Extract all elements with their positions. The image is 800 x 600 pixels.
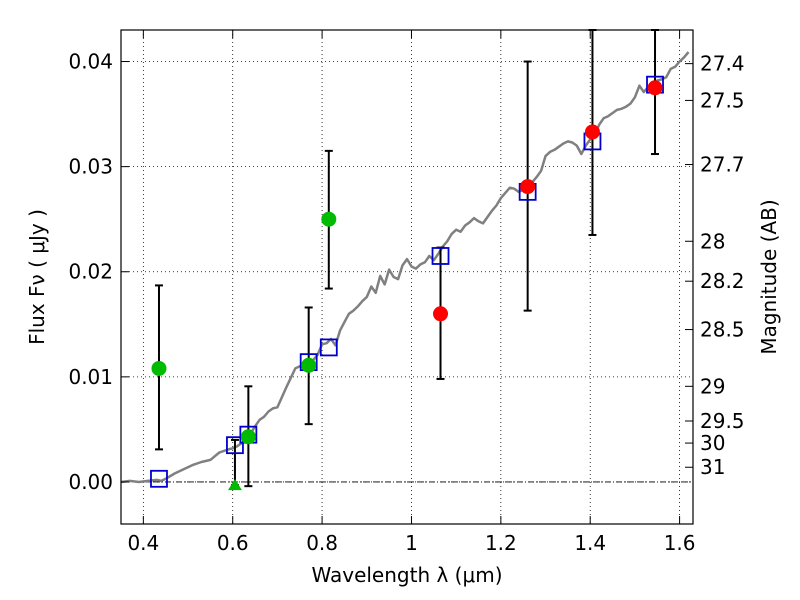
- red-data-point: [584, 124, 600, 140]
- x-tick-label: 1.2: [485, 531, 517, 555]
- x-axis-ticks: 0.4 0.6 0.8 1 1.2 1.4 1.6: [127, 30, 696, 555]
- green-data-point: [240, 429, 256, 445]
- right-tick-label: 28.5: [700, 318, 745, 342]
- y-tick-label: 0.02: [68, 260, 113, 284]
- green-data-point: [321, 211, 337, 227]
- x-tick-label: 0.8: [306, 531, 338, 555]
- y-axis-label: Flux Fν ( μJy ): [25, 209, 49, 345]
- red-data-point: [520, 179, 536, 195]
- right-tick-label: 28.2: [700, 269, 745, 293]
- data-markers: [150, 75, 664, 491]
- right-tick-label: 27.7: [700, 153, 745, 177]
- x-tick-label: 1: [405, 531, 418, 555]
- model-square-point: [150, 469, 168, 488]
- plot-frame: [120, 29, 694, 525]
- x-axis-label: Wavelength λ (μm): [311, 563, 502, 587]
- right-tick-label: 29.5: [700, 409, 745, 433]
- y-tick-label: 0.00: [68, 470, 113, 494]
- right-tick-label: 28: [700, 229, 725, 253]
- right-tick-label: 30: [700, 431, 725, 455]
- red-data-point: [433, 306, 449, 322]
- x-tick-label: 1.4: [574, 531, 606, 555]
- x-tick-label: 0.6: [217, 531, 249, 555]
- plot-background: [121, 30, 693, 524]
- right-tick-label: 31: [700, 455, 725, 479]
- y-tick-label: 0.03: [68, 155, 113, 179]
- right-tick-label: 27.4: [700, 52, 745, 76]
- red-data-point: [647, 80, 663, 96]
- y-tick-label: 0.01: [68, 365, 113, 389]
- model-square-point: [226, 436, 244, 455]
- model-square-point: [319, 338, 338, 357]
- x-tick-label: 1.6: [664, 531, 696, 555]
- model-square-point: [431, 247, 450, 265]
- green-data-point: [301, 357, 317, 373]
- right-tick-label: 27.5: [700, 88, 745, 112]
- green-data-point: [151, 360, 167, 376]
- right-axis-label: Magnitude (AB): [757, 199, 781, 354]
- y-axis-ticks: 0.00 0.01 0.02 0.03 0.04: [68, 50, 129, 494]
- x-tick-label: 0.4: [127, 531, 159, 555]
- right-tick-label: 29: [700, 374, 725, 398]
- y-tick-label: 0.04: [68, 50, 113, 74]
- upper-limit-point: [227, 479, 242, 491]
